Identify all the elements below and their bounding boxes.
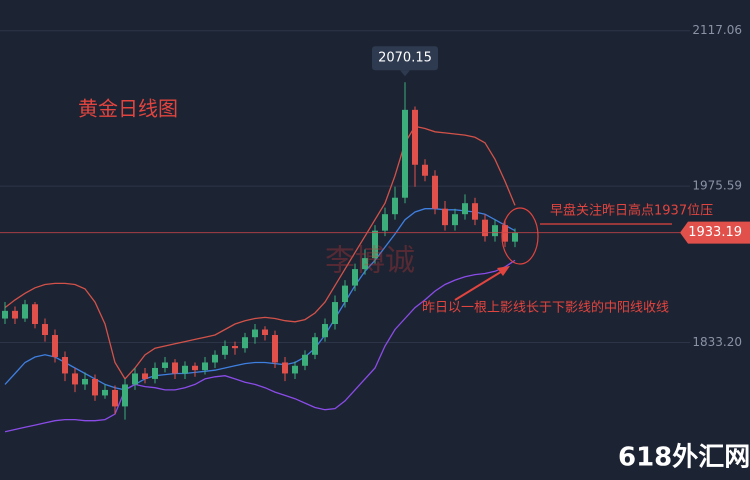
candle-body — [502, 225, 508, 242]
candle-body — [312, 337, 318, 355]
peak-tag-pointer — [400, 70, 410, 77]
peak-label: 2070.15 — [378, 51, 432, 66]
grid: 1833.20 1975.59 2117.06 — [0, 23, 742, 349]
candle-body — [202, 362, 208, 371]
y-tick-label: 2117.06 — [692, 23, 742, 37]
candle-body — [72, 373, 78, 385]
annotation: 早盘关注昨日高点1937位压 — [550, 203, 713, 219]
candle-body — [362, 258, 368, 270]
candle-body — [482, 219, 488, 237]
candle-body — [182, 365, 188, 374]
candle-body — [192, 365, 198, 371]
candle-body — [222, 345, 228, 355]
candle-body — [102, 389, 108, 396]
candle-body — [2, 310, 8, 319]
candle-body — [12, 310, 18, 319]
candle-body — [302, 354, 308, 366]
candle-body — [112, 389, 118, 407]
candle-body — [42, 324, 48, 336]
candle-body — [412, 109, 418, 165]
arrow-head — [497, 266, 510, 276]
candle-body — [402, 109, 408, 198]
chart-title: 黄金日线图 — [78, 97, 178, 121]
y-tick-label: 1975.59 — [692, 179, 742, 193]
candle-body — [162, 362, 168, 368]
candle-body — [432, 175, 438, 209]
candle-body — [492, 225, 498, 237]
candle-body — [342, 285, 348, 303]
candle-body — [212, 354, 218, 363]
candle-body — [272, 335, 278, 363]
candle-body — [382, 214, 388, 231]
candles — [2, 82, 518, 420]
band-line — [4, 259, 516, 433]
highlight-circle — [501, 207, 539, 265]
candle-body — [32, 304, 38, 325]
candle-body — [462, 203, 468, 215]
candle-body — [282, 362, 288, 374]
candle-body — [332, 302, 338, 325]
candle-body — [92, 378, 98, 396]
peak-tag — [372, 46, 438, 71]
candle-body — [232, 345, 238, 349]
candle-body — [442, 208, 448, 226]
annotation: 昨日以一根上影线长于下影线的中阳线收线 — [422, 300, 669, 316]
candle-body — [242, 337, 248, 349]
candle-body — [132, 373, 138, 385]
bands — [4, 125, 516, 433]
candle-body — [142, 373, 148, 379]
candle-body — [262, 329, 268, 336]
candle-body — [122, 384, 128, 407]
candle-body — [452, 214, 458, 226]
candle-body — [512, 232, 518, 242]
candle-body — [252, 329, 258, 338]
candle-body — [152, 367, 158, 379]
overlay: 2070.15 1933.19 — [0, 46, 750, 244]
band-line — [4, 208, 516, 391]
candle-body — [52, 335, 58, 357]
arrow — [454, 269, 505, 301]
candle-body — [172, 362, 178, 374]
candle-body — [372, 230, 378, 259]
candle-body — [422, 164, 428, 176]
band-line — [4, 125, 516, 380]
candle-body — [322, 324, 328, 338]
candle-body — [82, 378, 88, 385]
last-price-tag — [680, 221, 750, 244]
watermark: 618外汇网 — [618, 443, 750, 473]
candle-body — [62, 356, 68, 374]
watermark: 李博诚 — [325, 244, 415, 279]
candle-body — [472, 203, 478, 220]
candle-body — [392, 197, 398, 215]
candle-body — [292, 365, 298, 374]
candle-body — [22, 304, 28, 319]
y-tick-label: 1833.20 — [692, 335, 742, 349]
last-price-label: 1933.19 — [688, 225, 742, 240]
candle-body — [352, 269, 358, 286]
